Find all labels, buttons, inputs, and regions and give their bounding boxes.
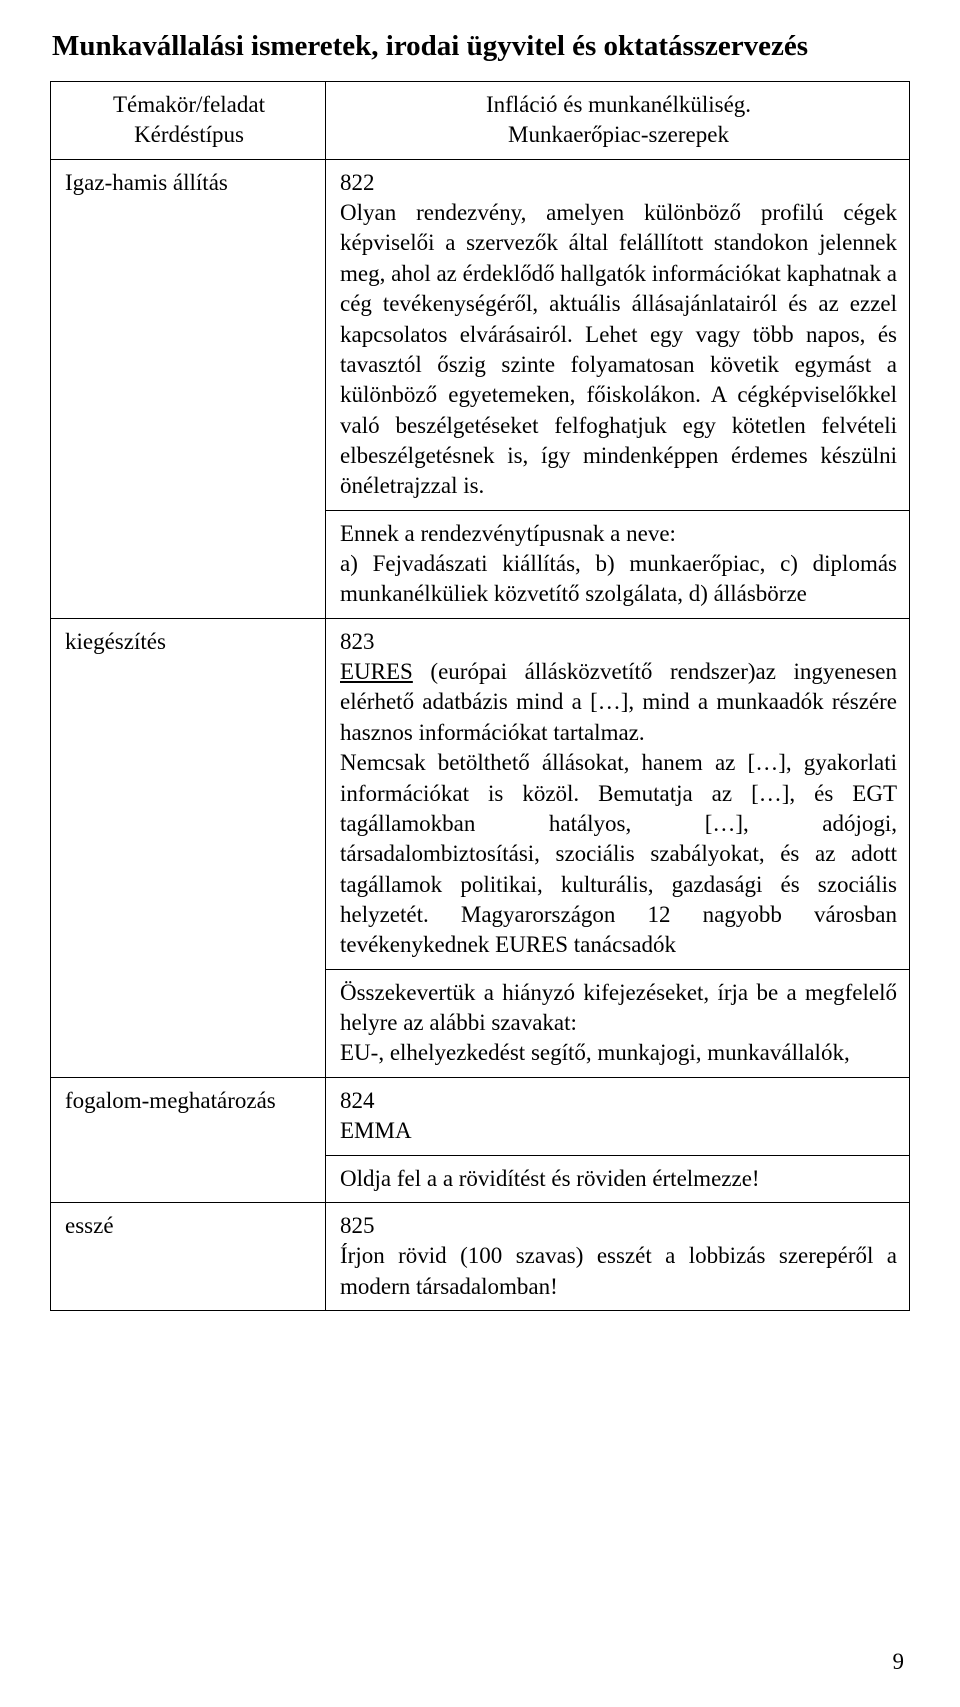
row-content-823b: Összekevertük a hiányzó kifejezéseket, í… bbox=[326, 969, 910, 1077]
column-header-left-line2: Kérdéstípus bbox=[134, 122, 244, 147]
item-id-822: 822 bbox=[340, 170, 375, 195]
table-row: fogalom-meghatározás 824 EMMA bbox=[51, 1077, 910, 1155]
item-text-823b: Nemcsak betölthető állásokat, hanem az [… bbox=[340, 750, 897, 957]
column-header-left-line1: Témakör/feladat bbox=[113, 92, 265, 117]
column-header-left: Témakör/feladat Kérdéstípus bbox=[51, 82, 326, 160]
eures-term: EURES bbox=[340, 659, 413, 684]
item-text-823a: (európai állásközvetítő rendszer)az ingy… bbox=[340, 659, 897, 745]
table-row: esszé 825 Írjon rövid (100 szavas) esszé… bbox=[51, 1202, 910, 1310]
instr-823: Összekevertük a hiányzó kifejezéseket, í… bbox=[340, 980, 897, 1035]
row-content-824a: 824 EMMA bbox=[326, 1077, 910, 1155]
row-label-822: Igaz-hamis állítás bbox=[51, 159, 326, 618]
row-content-824b: Oldja fel a a rövidítést és röviden érte… bbox=[326, 1155, 910, 1202]
item-id-824: 824 bbox=[340, 1088, 375, 1113]
item-text-825: Írjon rövid (100 szavas) esszét a lobbiz… bbox=[340, 1243, 897, 1298]
column-header-right: Infláció és munkanélküliség. Munkaerőpia… bbox=[326, 82, 910, 160]
wordlist-823: EU-, elhelyezkedést segítő, munkajogi, m… bbox=[340, 1040, 850, 1065]
instr-824: Oldja fel a a rövidítést és röviden érte… bbox=[340, 1166, 760, 1191]
row-content-822a: 822 Olyan rendezvény, amelyen különböző … bbox=[326, 159, 910, 510]
page-number: 9 bbox=[893, 1649, 905, 1675]
page: Munkavállalási ismeretek, irodai ügyvite… bbox=[0, 0, 960, 1707]
table-row: kiegészítés 823 EURES (európai állásközv… bbox=[51, 618, 910, 969]
question-intro-822: Ennek a rendezvénytípusnak a neve: bbox=[340, 521, 676, 546]
question-options-822: a) Fejvadászati kiállítás, b) munkaerőpi… bbox=[340, 551, 897, 606]
content-table: Témakör/feladat Kérdéstípus Infláció és … bbox=[50, 81, 910, 1311]
column-header-right-line1: Infláció és munkanélküliség. bbox=[486, 92, 751, 117]
item-text-824: EMMA bbox=[340, 1118, 412, 1143]
column-header-right-line2: Munkaerőpiac-szerepek bbox=[508, 122, 729, 147]
item-id-825: 825 bbox=[340, 1213, 375, 1238]
table-header-row: Témakör/feladat Kérdéstípus Infláció és … bbox=[51, 82, 910, 160]
row-label-825: esszé bbox=[51, 1202, 326, 1310]
row-label-823: kiegészítés bbox=[51, 618, 326, 1077]
item-text-822a: Olyan rendezvény, amelyen különböző prof… bbox=[340, 200, 897, 498]
page-title: Munkavállalási ismeretek, irodai ügyvite… bbox=[52, 30, 910, 63]
table-row: Igaz-hamis állítás 822 Olyan rendezvény,… bbox=[51, 159, 910, 510]
row-content-822b: Ennek a rendezvénytípusnak a neve: a) Fe… bbox=[326, 510, 910, 618]
row-content-825: 825 Írjon rövid (100 szavas) esszét a lo… bbox=[326, 1202, 910, 1310]
row-label-824: fogalom-meghatározás bbox=[51, 1077, 326, 1202]
row-content-823a: 823 EURES (európai állásközvetítő rendsz… bbox=[326, 618, 910, 969]
item-id-823: 823 bbox=[340, 629, 375, 654]
